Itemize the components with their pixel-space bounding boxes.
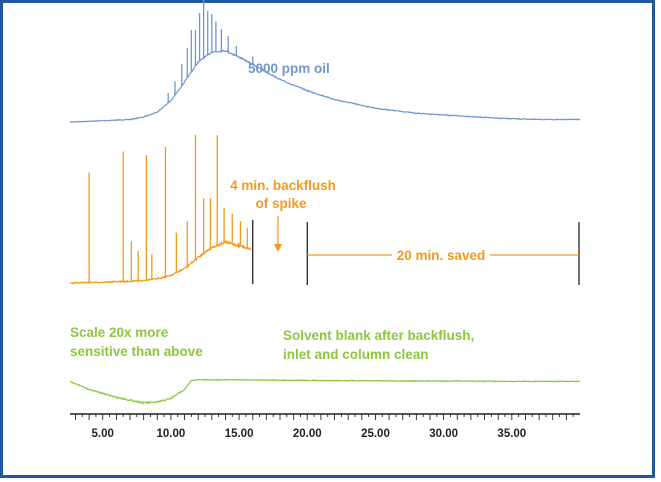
- x-tick-label: 20.00: [293, 428, 322, 440]
- x-tick-label: 30.00: [429, 428, 458, 440]
- x-tick-label: 5.00: [92, 428, 114, 440]
- spike-trace: [69, 239, 252, 285]
- x-tick-label: 15.00: [225, 428, 254, 440]
- x-tick-label: 10.00: [157, 428, 186, 440]
- scale-label-line2: sensitive than above: [70, 344, 203, 359]
- blank-label-line1: Solvent blank after backflush,: [283, 328, 474, 343]
- oil-label: 5000 ppm oil: [248, 61, 330, 76]
- oil-trace: [69, 49, 581, 123]
- blank-label-line2: inlet and column clean: [283, 347, 429, 362]
- backflush-arrow-head: [274, 244, 282, 252]
- scale-label-line1: Scale 20x more: [70, 325, 169, 340]
- x-tick-label: 25.00: [361, 428, 390, 440]
- blank-trace: [69, 378, 581, 405]
- saved-label: 20 min. saved: [397, 248, 486, 263]
- x-tick-label: 35.00: [497, 428, 526, 440]
- backflush-label-line1: 4 min. backflush: [230, 178, 336, 193]
- backflush-label-line2: of spike: [255, 196, 307, 211]
